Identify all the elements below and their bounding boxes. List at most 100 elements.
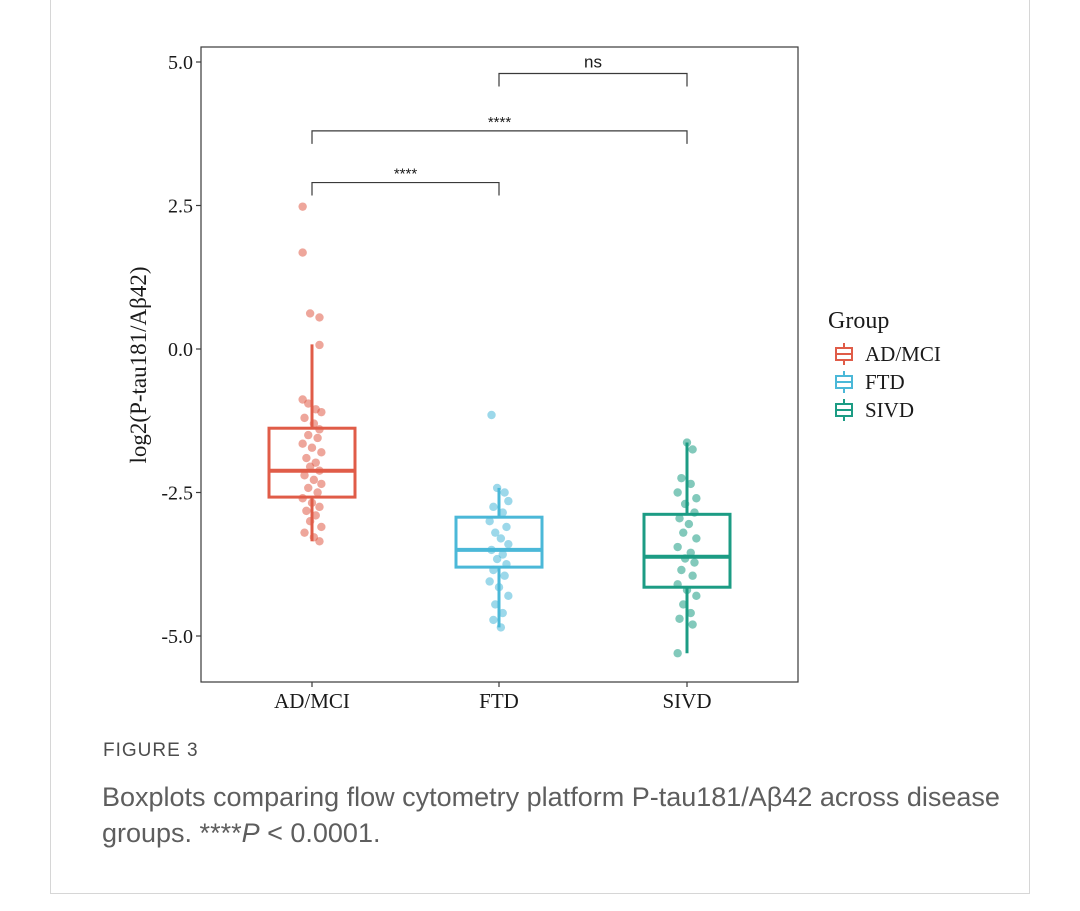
data-point <box>489 565 498 575</box>
figure-panel: 5.0 2.5 0.0 -2.5 -5.0 AD/MCI FTD SIVD log2(P-tau… <box>126 46 941 713</box>
data-point <box>307 443 317 452</box>
data-point <box>302 453 311 463</box>
data-point <box>498 608 507 618</box>
data-point <box>682 585 692 595</box>
data-point <box>305 517 315 526</box>
data-point <box>675 514 684 523</box>
x-tick-label: SIVD <box>662 689 711 713</box>
data-point <box>311 511 320 520</box>
data-point <box>675 614 684 623</box>
data-point <box>494 583 504 592</box>
data-point <box>315 537 324 546</box>
data-point <box>298 202 307 211</box>
data-point <box>677 473 686 483</box>
data-point <box>300 471 309 480</box>
y-tick-label: 5.0 <box>168 52 193 74</box>
data-point <box>315 340 324 350</box>
data-point <box>500 488 509 497</box>
data-point <box>496 534 506 543</box>
data-point <box>300 528 309 537</box>
data-point <box>502 522 511 532</box>
data-point <box>298 439 307 448</box>
legend-title: Group <box>828 308 889 334</box>
y-tick-label: -5.0 <box>161 626 193 648</box>
significance-label: **** <box>394 166 418 183</box>
x-tick-label: AD/MCI <box>274 689 350 713</box>
data-point <box>688 571 697 580</box>
significance-bracket <box>311 181 500 196</box>
data-point <box>498 508 507 517</box>
figure-label: FIGURE 3 <box>103 740 199 761</box>
y-axis-label: log2(P-tau181/Aβ42) <box>126 267 151 464</box>
data-point <box>673 542 682 552</box>
data-point <box>673 649 682 658</box>
data-point <box>317 448 326 457</box>
data-point <box>686 548 695 557</box>
data-point <box>679 600 688 609</box>
data-point <box>489 502 498 512</box>
legend-entry-label: SIVD <box>865 398 914 422</box>
boxplot-chart: 5.0 2.5 0.0 -2.5 -5.0 AD/MCI FTD SIVD log2(P-tau… <box>126 46 941 713</box>
data-point <box>302 506 311 516</box>
data-point <box>682 438 692 447</box>
data-point <box>690 508 699 517</box>
data-point <box>492 554 502 564</box>
significance-bracket <box>311 130 688 144</box>
significance-label: **** <box>488 114 512 131</box>
data-point <box>313 488 322 497</box>
data-point <box>485 517 494 526</box>
data-point <box>686 479 695 489</box>
data-point <box>317 407 326 417</box>
y-tick-label: 0.0 <box>168 339 193 361</box>
data-point <box>307 498 317 508</box>
y-tick-label: 2.5 <box>168 196 193 218</box>
caption-threshold: < 0.0001. <box>259 818 381 848</box>
data-point <box>690 558 699 567</box>
data-point <box>309 419 319 428</box>
data-point <box>298 494 307 503</box>
data-point <box>315 313 324 322</box>
data-point <box>492 483 502 493</box>
data-point <box>686 608 695 618</box>
data-point <box>485 577 494 586</box>
data-point <box>315 466 324 475</box>
data-point <box>491 600 500 609</box>
data-point <box>684 519 694 529</box>
data-point <box>317 522 326 532</box>
significance-label: ns <box>584 52 602 71</box>
figure-caption: Boxplots comparing flow cytometry platfo… <box>102 779 1002 851</box>
data-point <box>692 591 701 601</box>
legend-entry-label: AD/MCI <box>865 342 941 366</box>
data-point <box>491 528 500 537</box>
data-point <box>304 399 313 408</box>
data-point <box>305 309 315 318</box>
legend-entry-label: FTD <box>865 370 905 394</box>
data-point <box>498 550 507 559</box>
box <box>267 426 357 499</box>
data-point <box>309 475 319 485</box>
data-point <box>677 565 686 575</box>
data-point <box>305 462 315 471</box>
data-point <box>496 623 506 632</box>
data-point <box>487 410 496 420</box>
data-point <box>673 580 682 589</box>
data-point <box>315 425 324 434</box>
data-point <box>315 502 324 512</box>
data-point <box>300 413 309 423</box>
data-point <box>680 554 690 563</box>
x-tick-label: FTD <box>479 689 519 713</box>
box <box>454 515 544 569</box>
caption-p-symbol: P <box>241 818 260 848</box>
data-point <box>487 545 496 555</box>
y-tick-label: -2.5 <box>161 483 193 505</box>
data-point <box>489 615 498 625</box>
data-point <box>304 430 313 440</box>
data-point <box>298 248 307 257</box>
data-point <box>317 479 326 489</box>
significance-bracket <box>498 72 688 87</box>
data-point <box>502 560 511 569</box>
data-point <box>304 483 313 493</box>
data-point <box>679 528 688 537</box>
data-point <box>504 591 513 601</box>
data-point <box>504 496 513 506</box>
